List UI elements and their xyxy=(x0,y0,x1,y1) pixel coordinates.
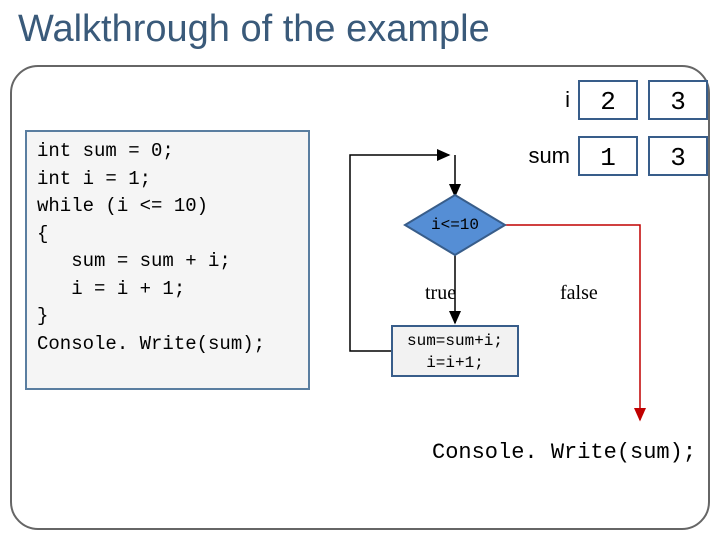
var-sum-cell-1: 1 xyxy=(578,136,638,176)
true-label: true xyxy=(425,282,456,305)
flow-process: sum=sum+i; i=i+1; xyxy=(391,325,519,377)
flow-output: Console. Write(sum); xyxy=(432,440,696,465)
false-label: false xyxy=(560,282,598,305)
slide: Walkthrough of the example int sum = 0; … xyxy=(0,0,720,540)
var-sum-cell-2: 3 xyxy=(648,136,708,176)
slide-title: Walkthrough of the example xyxy=(18,8,490,51)
code-block: int sum = 0; int i = 1; while (i <= 10) … xyxy=(25,130,310,390)
var-i-cell-2: 3 xyxy=(648,80,708,120)
flow-decision: i<=10 xyxy=(405,195,505,255)
var-i-cell-1: 2 xyxy=(578,80,638,120)
decision-label: i<=10 xyxy=(405,195,505,255)
var-sum-label: sum xyxy=(520,143,570,169)
var-i-label: i xyxy=(540,87,570,113)
